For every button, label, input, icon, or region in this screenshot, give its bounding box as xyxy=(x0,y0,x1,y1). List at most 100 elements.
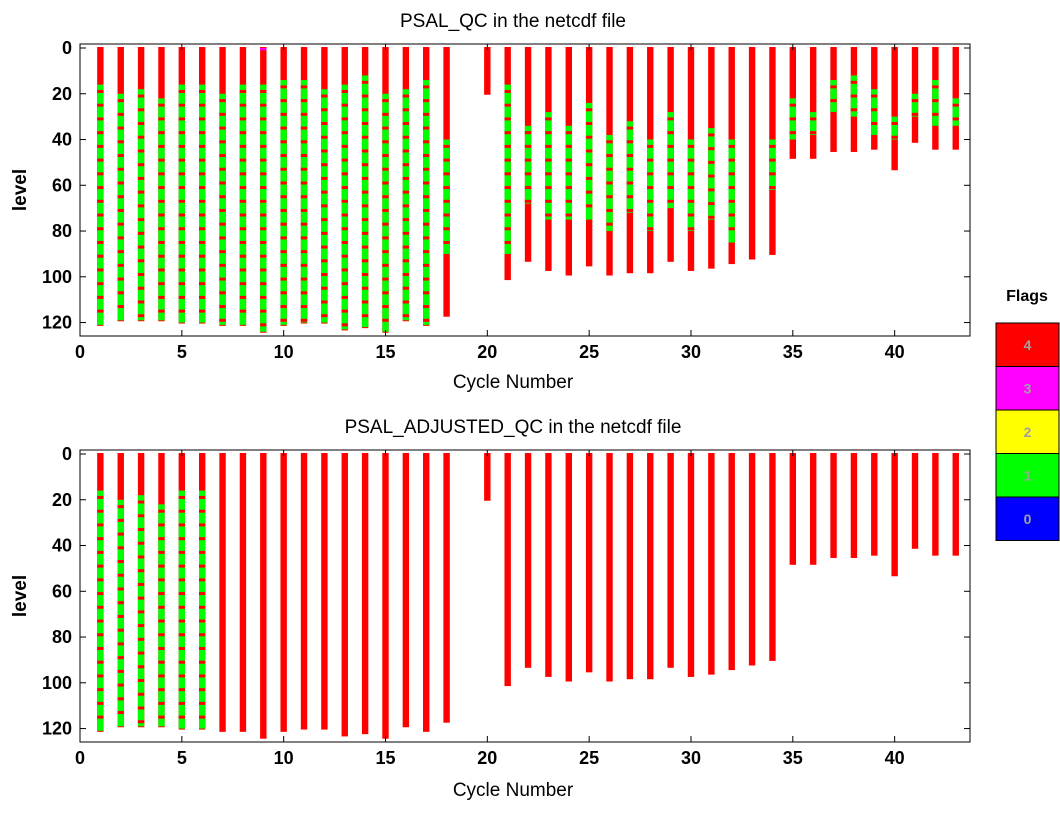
flag-point-4 xyxy=(708,160,715,164)
flag-point-4 xyxy=(443,144,450,148)
legend-value: 1 xyxy=(1024,467,1032,483)
profile-cycle-11 xyxy=(300,47,308,324)
profile-cycle-35 xyxy=(789,453,797,565)
legend-item-flag-2: 2 xyxy=(995,409,1060,454)
flag-point-4 xyxy=(341,103,348,107)
flag-point-4 xyxy=(219,291,226,295)
flag-point-4 xyxy=(178,660,186,664)
flag-point-4 xyxy=(443,240,450,244)
flag-point-4 xyxy=(117,126,124,130)
flag-point-4 xyxy=(158,172,165,176)
flag-point-4 xyxy=(260,199,267,203)
profile-cycle-23 xyxy=(545,453,552,677)
flag-point-4 xyxy=(219,318,226,322)
flag-point-4 xyxy=(117,277,124,281)
flag-point-4 xyxy=(789,131,797,135)
flag-point-4 xyxy=(178,701,186,705)
profile-cycle-40 xyxy=(891,453,898,577)
flag-point-4 xyxy=(585,204,593,208)
flag-point-4 xyxy=(178,131,186,135)
flag-point-4 xyxy=(178,240,186,244)
flag-point-4 xyxy=(137,286,145,290)
flag-point-4 xyxy=(402,190,410,194)
profile-bar xyxy=(300,453,308,730)
x-tick-label: 5 xyxy=(177,342,187,362)
flag-point-4 xyxy=(260,158,267,162)
flag-point-4 xyxy=(137,245,145,249)
flag-segment-1 xyxy=(647,139,654,232)
flag-point-4 xyxy=(687,172,695,176)
flag-point-4 xyxy=(423,112,430,116)
flag-point-4 xyxy=(423,263,430,267)
flag-point-4 xyxy=(789,103,797,107)
flag-point-4 xyxy=(97,240,104,244)
profile-cycle-31 xyxy=(708,453,715,675)
profile-bar xyxy=(524,453,532,668)
flag-point-4 xyxy=(667,144,674,148)
flag-point-4 xyxy=(321,108,328,112)
flag-point-4 xyxy=(178,523,186,527)
flag-segment-1 xyxy=(708,128,715,220)
flag-point-4 xyxy=(321,94,328,98)
flag-point-4 xyxy=(708,147,715,151)
x-tick-label: 20 xyxy=(477,748,497,768)
flag-point-4 xyxy=(382,263,389,267)
y-tick-label: 20 xyxy=(52,490,72,510)
flag-point-4 xyxy=(830,99,837,103)
flag-point-4 xyxy=(178,295,186,299)
flag-point-4 xyxy=(158,186,165,190)
flag-point-4 xyxy=(117,236,124,240)
y-tick-label: 0 xyxy=(62,38,72,58)
flag-point-4 xyxy=(97,646,104,650)
flag-point-4 xyxy=(626,181,634,185)
flag-point-4 xyxy=(198,172,206,176)
flag-point-4 xyxy=(117,614,124,618)
flag-point-4 xyxy=(606,195,613,199)
flag-point-4 xyxy=(565,199,572,203)
flag-point-4 xyxy=(137,190,145,194)
flag-point-4 xyxy=(606,181,613,185)
flag-point-4 xyxy=(198,537,206,541)
flag-point-4 xyxy=(280,208,287,212)
profile-cycle-10 xyxy=(280,47,287,326)
x-tick-label: 30 xyxy=(681,748,701,768)
profile-bar xyxy=(952,453,959,556)
flag-point-4 xyxy=(341,240,348,244)
flag-point-4 xyxy=(97,158,104,162)
profile-cycle-7 xyxy=(219,453,226,732)
profile-cycle-12 xyxy=(321,453,328,730)
profile-bar xyxy=(687,453,695,677)
flag-point-4 xyxy=(158,578,165,582)
flag-point-4 xyxy=(321,190,328,194)
flag-point-4 xyxy=(97,715,104,719)
legend-title: Flags xyxy=(1006,288,1048,305)
flag-segment-1 xyxy=(97,490,104,731)
flag-point-4 xyxy=(239,240,247,244)
profile-cycle-27 xyxy=(626,47,634,274)
profile-cycle-38 xyxy=(850,453,858,558)
flag-point-4 xyxy=(300,167,308,171)
flag-point-4 xyxy=(423,236,430,240)
flag-segment-1 xyxy=(585,102,593,220)
flag-point-4 xyxy=(178,715,186,719)
flag-point-4 xyxy=(97,605,104,609)
x-tick-label: 35 xyxy=(783,748,803,768)
flag-point-4 xyxy=(97,144,104,148)
flag-point-4 xyxy=(300,236,308,240)
flag-segment-1 xyxy=(300,80,308,323)
flag-segment-1 xyxy=(769,139,776,190)
flag-point-4 xyxy=(321,204,328,208)
flag-segment-1 xyxy=(911,93,919,117)
flag-point-4 xyxy=(117,573,124,577)
flag-point-4 xyxy=(137,135,145,139)
flag-point-4 xyxy=(178,254,186,258)
flag-point-4 xyxy=(361,122,369,126)
flag-point-4 xyxy=(198,213,206,217)
flag-point-4 xyxy=(321,300,328,304)
flag-point-4 xyxy=(300,291,308,295)
flag-point-4 xyxy=(239,158,247,162)
flag-point-4 xyxy=(280,85,287,89)
profile-cycle-13 xyxy=(341,47,348,331)
flag-point-4 xyxy=(647,227,654,231)
flag-point-4 xyxy=(402,218,410,222)
